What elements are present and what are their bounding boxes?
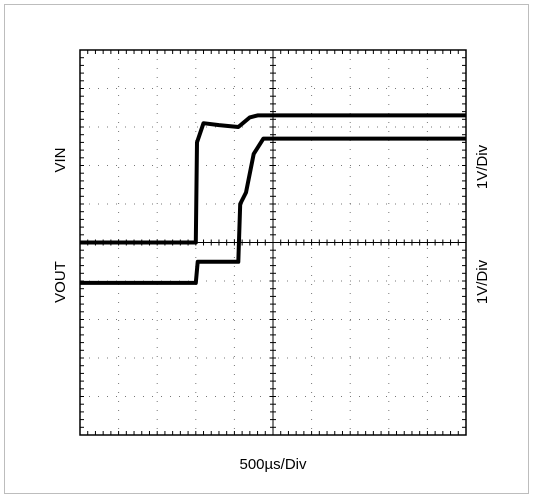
vout-trace xyxy=(80,136,466,285)
vin-scale-label: 1V/Div xyxy=(474,144,491,189)
vin-trace xyxy=(80,113,466,245)
plot-area-border xyxy=(79,49,467,436)
figure-frame xyxy=(4,4,529,494)
vin-channel-label: VIN xyxy=(52,147,69,172)
vout-channel-label: VOUT xyxy=(52,261,69,303)
traces xyxy=(80,113,466,285)
vout-scale-label: 1V/Div xyxy=(474,259,491,304)
x-axis-label: 500µs/Div xyxy=(239,456,307,473)
